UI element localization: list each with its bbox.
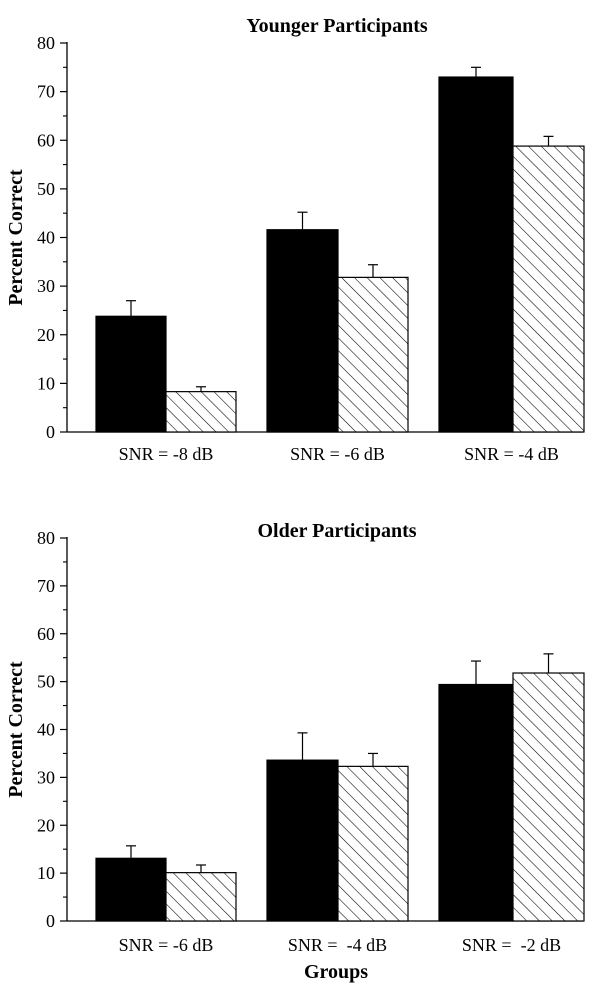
chart-panel-2: Older Participants Percent Correct 0 10 20 30…: [5, 520, 585, 983]
bar-solid: [266, 229, 339, 433]
y-tick-label: 30: [37, 276, 55, 296]
bar-hatched: [512, 145, 585, 433]
bar-hatched: [337, 276, 409, 433]
bar-hatched: [337, 765, 409, 922]
category-label: SNR = -6 dB: [290, 444, 385, 464]
category-label: SNR = -6 dB: [119, 935, 214, 955]
bar-hatched: [165, 391, 237, 433]
y-tick-label: 40: [37, 720, 55, 740]
bar-solid: [438, 76, 514, 433]
y-tick-label: 60: [37, 624, 55, 644]
x-axis-label: Groups: [304, 961, 368, 983]
bar-solid: [95, 315, 167, 433]
chart-panel-1: Younger Participants Percent Correct 0 10 20…: [5, 15, 585, 464]
chart-title: Older Participants: [257, 520, 416, 542]
bar-solid: [438, 683, 514, 922]
bar-hatched: [165, 872, 237, 922]
y-tick-label: 50: [37, 179, 55, 199]
y-tick-label: 50: [37, 672, 55, 692]
y-tick-label: 30: [37, 767, 55, 787]
bar-solid: [266, 759, 339, 922]
category-label: SNR = -8 dB: [119, 444, 214, 464]
y-axis-label: Percent Correct: [5, 661, 27, 798]
y-tick-label: 70: [37, 82, 55, 102]
y-tick-label: 0: [46, 422, 55, 442]
y-tick-label: 40: [37, 228, 55, 248]
bar-hatched: [512, 672, 585, 922]
category-label: SNR = -4 dB: [288, 935, 387, 955]
y-axis-label: Percent Correct: [5, 169, 27, 306]
y-tick-label: 80: [37, 528, 55, 548]
y-tick-label: 70: [37, 576, 55, 596]
y-tick-label: 20: [37, 325, 55, 345]
category-label: SNR = -2 dB: [462, 935, 561, 955]
y-tick-label: 60: [37, 130, 55, 150]
y-tick-label: 10: [37, 863, 55, 883]
y-tick-label: 80: [37, 33, 55, 53]
bar-solid: [95, 857, 167, 922]
y-tick-label: 10: [37, 373, 55, 393]
y-tick-label: 20: [37, 815, 55, 835]
y-tick-label: 0: [46, 911, 55, 931]
chart-title: Younger Participants: [246, 15, 428, 37]
category-label: SNR = -4 dB: [464, 444, 559, 464]
